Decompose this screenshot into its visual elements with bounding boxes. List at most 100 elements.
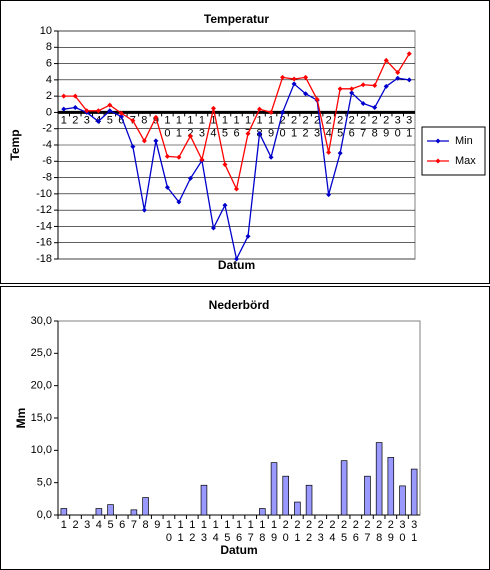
marker xyxy=(187,133,193,139)
x-tick-label: 6 xyxy=(118,114,124,126)
y-tick-label: -12 xyxy=(36,204,52,216)
y-tick-label: 0 xyxy=(46,106,52,118)
y-tick-label: -16 xyxy=(36,237,52,249)
marker xyxy=(234,186,239,192)
marker xyxy=(130,118,136,124)
legend-marker xyxy=(435,158,441,164)
marker xyxy=(141,207,147,213)
marker xyxy=(176,154,182,160)
y-tick-label: 2 xyxy=(46,90,52,102)
marker xyxy=(314,96,320,102)
bar xyxy=(259,508,266,516)
x-tick-label: 8 xyxy=(143,519,149,531)
marker xyxy=(406,77,412,83)
bar xyxy=(364,475,371,516)
y-axis-label: Mm xyxy=(14,408,28,429)
x-tick-label: 8 xyxy=(141,114,147,126)
marker xyxy=(280,74,286,80)
marker xyxy=(280,109,286,115)
marker xyxy=(107,108,113,114)
marker xyxy=(245,233,251,239)
legend-label: Min xyxy=(455,135,473,147)
bar xyxy=(387,457,395,516)
marker xyxy=(257,131,263,137)
x-tick-label: 9 xyxy=(154,519,160,531)
bar xyxy=(130,509,138,516)
marker xyxy=(326,149,332,155)
y-tick-label: 4 xyxy=(46,74,52,86)
marker xyxy=(406,51,412,57)
x-tick-label: 2 xyxy=(72,519,78,531)
x-tick-label: 5 xyxy=(107,114,113,126)
marker xyxy=(176,199,182,205)
chart-title: Nederbörd xyxy=(209,298,270,312)
marker xyxy=(337,86,343,92)
legend-marker xyxy=(435,138,441,144)
x-tick-label: 5 xyxy=(107,519,113,531)
marker xyxy=(349,90,355,96)
marker xyxy=(395,70,401,76)
marker xyxy=(118,110,124,116)
bar xyxy=(107,504,114,516)
y-tick-label: 5,0 xyxy=(37,477,52,489)
x-tick-label: 7 xyxy=(131,519,137,531)
y-tick-label: -18 xyxy=(36,253,52,265)
marker xyxy=(107,102,113,108)
y-tick-label: 10 xyxy=(40,25,52,37)
y-tick-label: -4 xyxy=(42,139,52,151)
marker xyxy=(95,118,101,124)
y-tick-label: -14 xyxy=(36,220,52,232)
x-axis-label: Datum xyxy=(220,543,257,557)
y-tick-label: 10,0 xyxy=(31,444,52,456)
bar xyxy=(294,501,301,516)
marker xyxy=(268,109,274,115)
marker xyxy=(164,184,170,190)
marker xyxy=(153,138,159,144)
x-tick-label: 3 xyxy=(84,519,90,531)
x-tick-label: 4 xyxy=(96,519,102,531)
y-tick-label: 15,0 xyxy=(31,412,52,424)
marker xyxy=(164,153,170,159)
bar xyxy=(282,475,289,516)
y-tick-label: 20,0 xyxy=(31,380,52,392)
bar xyxy=(60,508,68,516)
y-tick-label: -10 xyxy=(36,188,52,200)
marker xyxy=(337,150,343,156)
marker xyxy=(303,91,309,97)
marker xyxy=(61,106,67,112)
marker xyxy=(372,83,378,89)
bar xyxy=(270,462,278,516)
y-tick-label: 30,0 xyxy=(31,315,52,327)
x-tick-label: 3 xyxy=(84,114,90,126)
bar xyxy=(305,484,313,516)
marker xyxy=(95,108,101,114)
x-tick-label: 1 xyxy=(61,114,67,126)
